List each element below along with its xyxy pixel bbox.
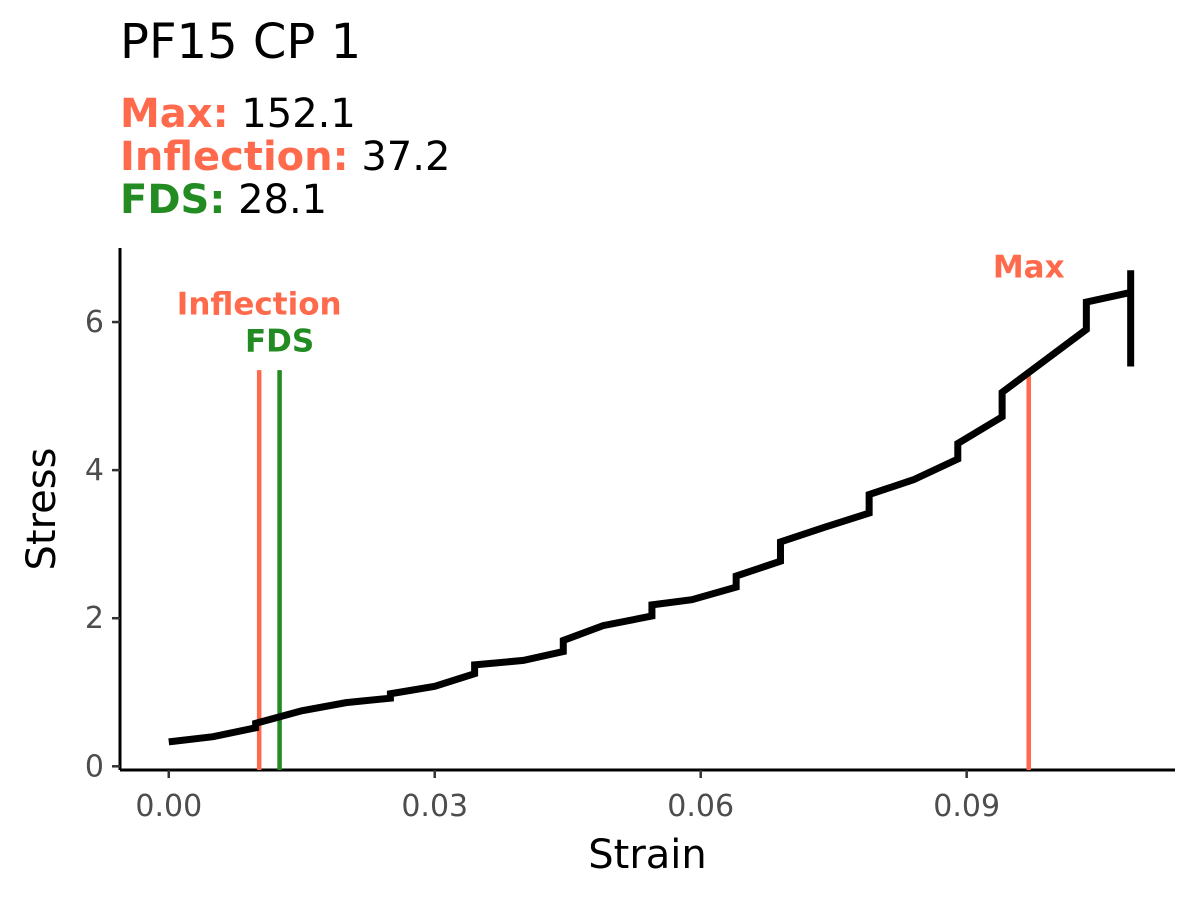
- stat-max-value: 152.1: [241, 91, 356, 137]
- marker-label-max: Max: [993, 250, 1065, 286]
- y-tick-label: 6: [85, 305, 104, 340]
- y-tick-label: 4: [85, 453, 104, 488]
- stat-fds-value: 28.1: [238, 177, 328, 223]
- stat-max-key: Max:: [120, 91, 229, 137]
- stat-inflection-value: 37.2: [361, 134, 451, 180]
- x-tick-label: 0.09: [933, 789, 1000, 824]
- stat-max: Max: 152.1: [120, 94, 356, 134]
- x-tick-label: 0.03: [401, 789, 468, 824]
- stress-strain-series-line: [168, 270, 1135, 746]
- x-tick-label: 0.06: [667, 789, 734, 824]
- stat-fds: FDS: 28.1: [120, 180, 327, 220]
- stat-inflection: Inflection: 37.2: [120, 137, 450, 177]
- y-tick-label: 0: [85, 749, 104, 784]
- x-axis-title: Strain: [588, 832, 707, 878]
- y-tick-label: 2: [85, 601, 104, 636]
- x-tick-label: 0.00: [135, 789, 202, 824]
- chart-title: PF15 CP 1: [120, 14, 362, 70]
- marker-label-inflection: Inflection: [177, 287, 342, 323]
- marker-label-fds: FDS: [245, 324, 314, 360]
- stat-inflection-key: Inflection:: [120, 134, 349, 180]
- y-axis-title: Stress: [19, 448, 65, 571]
- stat-fds-key: FDS:: [120, 177, 226, 223]
